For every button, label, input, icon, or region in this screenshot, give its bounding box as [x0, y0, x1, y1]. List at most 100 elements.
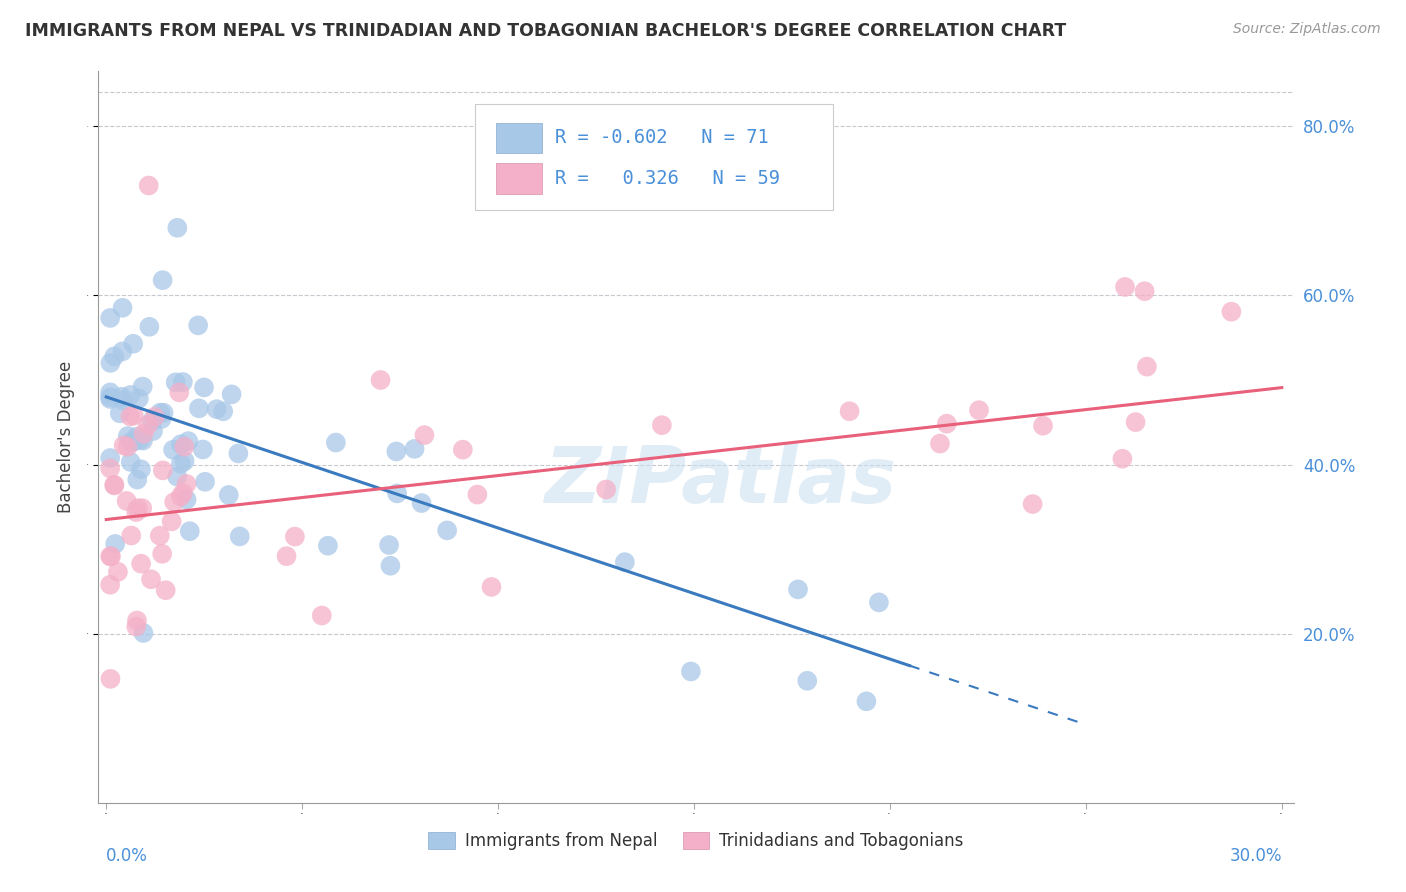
FancyBboxPatch shape — [496, 122, 541, 153]
Point — [110, 390, 132, 404]
Point — [170, 457, 193, 471]
Point — [868, 595, 890, 609]
Point — [132, 426, 155, 441]
Point — [467, 487, 489, 501]
Point — [193, 380, 215, 394]
Point — [170, 437, 193, 451]
Point — [111, 301, 134, 315]
Point — [131, 501, 153, 516]
Point — [651, 418, 673, 433]
Point — [98, 461, 121, 475]
Point — [325, 435, 347, 450]
Point — [179, 524, 201, 539]
Point — [138, 319, 160, 334]
Point — [139, 572, 162, 586]
Point — [172, 486, 194, 500]
Point — [169, 385, 191, 400]
Point — [98, 392, 121, 406]
Point — [177, 434, 200, 449]
Point — [103, 478, 125, 492]
Point — [221, 387, 243, 401]
Point — [385, 486, 408, 500]
Point — [98, 390, 121, 404]
Point — [108, 406, 131, 420]
Point — [205, 402, 228, 417]
Point — [212, 404, 235, 418]
Point — [1136, 359, 1159, 374]
Y-axis label: Bachelor's Degree: Bachelor's Degree — [58, 361, 76, 513]
Point — [163, 495, 186, 509]
Point — [1133, 284, 1156, 298]
Point — [276, 549, 298, 563]
Point — [166, 220, 188, 235]
Point — [125, 619, 148, 633]
Point — [98, 385, 121, 400]
Point — [1021, 497, 1043, 511]
Point — [188, 401, 211, 416]
Point — [404, 442, 426, 456]
Point — [152, 273, 174, 287]
Legend: Immigrants from Nepal, Trinidadians and Tobagonians: Immigrants from Nepal, Trinidadians and … — [422, 825, 970, 856]
Point — [100, 356, 122, 370]
Text: IMMIGRANTS FROM NEPAL VS TRINIDADIAN AND TOBAGONIAN BACHELOR'S DEGREE CORRELATIO: IMMIGRANTS FROM NEPAL VS TRINIDADIAN AND… — [25, 22, 1067, 40]
Point — [176, 476, 198, 491]
Point — [162, 442, 184, 457]
Point — [1032, 418, 1054, 433]
Point — [138, 178, 160, 193]
Point — [436, 524, 458, 538]
Point — [117, 440, 139, 454]
Point — [172, 375, 194, 389]
Point — [142, 424, 165, 438]
Point — [155, 583, 177, 598]
Point — [170, 490, 193, 504]
Point — [1125, 415, 1147, 429]
Point — [1114, 280, 1136, 294]
Point — [481, 580, 503, 594]
Point — [152, 463, 174, 477]
Point — [111, 393, 134, 408]
Point — [100, 549, 122, 564]
FancyBboxPatch shape — [496, 163, 541, 194]
Point — [935, 417, 957, 431]
Point — [595, 483, 617, 497]
Point — [385, 444, 408, 458]
Point — [166, 469, 188, 483]
Point — [411, 496, 433, 510]
Point — [150, 547, 173, 561]
Point — [98, 578, 121, 592]
Point — [613, 555, 636, 569]
Point — [370, 373, 392, 387]
Point — [967, 403, 990, 417]
Point — [127, 473, 149, 487]
Point — [107, 565, 129, 579]
Text: 0.0%: 0.0% — [107, 847, 148, 864]
Text: ZIPatlas: ZIPatlas — [544, 443, 896, 519]
Point — [149, 406, 172, 420]
Point — [380, 558, 402, 573]
Point — [120, 455, 142, 469]
Text: 30.0%: 30.0% — [1229, 847, 1282, 864]
Point — [413, 428, 436, 442]
Point — [131, 379, 153, 393]
Point — [132, 626, 155, 640]
Point — [103, 478, 125, 492]
Point — [112, 438, 135, 452]
Point — [129, 462, 152, 476]
Point — [316, 539, 339, 553]
Point — [194, 475, 217, 489]
Point — [838, 404, 860, 418]
Point — [929, 436, 952, 450]
Point — [284, 530, 307, 544]
Point — [129, 433, 152, 447]
Point — [98, 549, 121, 564]
Point — [132, 434, 155, 448]
Point — [104, 537, 127, 551]
Point — [451, 442, 474, 457]
Point — [120, 409, 142, 424]
Point — [128, 392, 150, 406]
Point — [98, 450, 121, 465]
Point — [311, 608, 333, 623]
Point — [150, 412, 173, 426]
Point — [115, 494, 138, 508]
Point — [149, 529, 172, 543]
